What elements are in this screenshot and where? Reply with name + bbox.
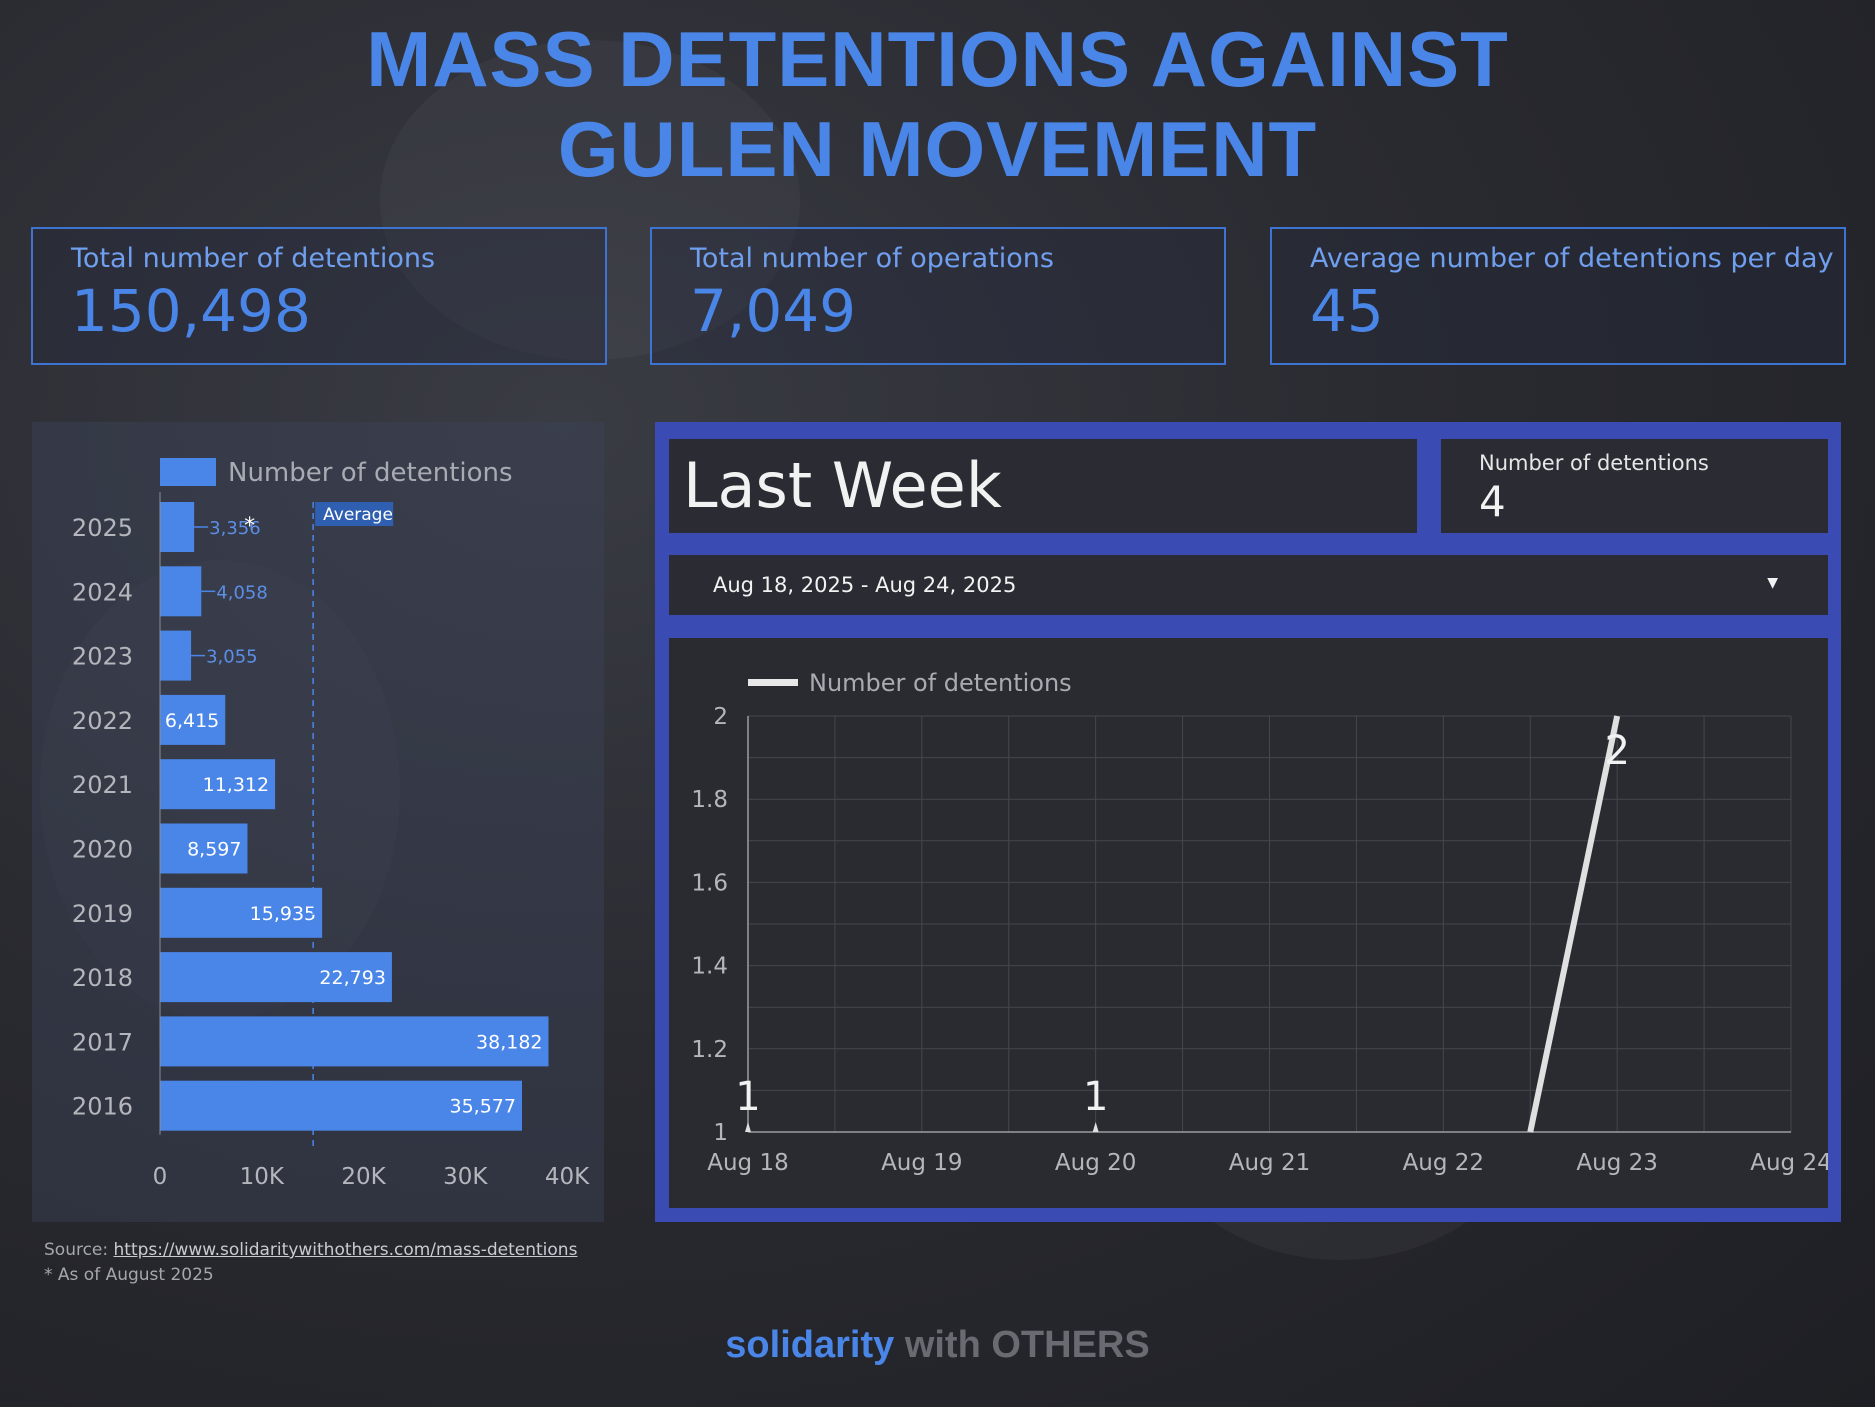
kpi-label: Total number of detentions (71, 243, 436, 274)
legend-label: Number of detentions (809, 669, 1072, 697)
source-label: Source: (44, 1240, 109, 1260)
data-point (1092, 1122, 1099, 1132)
y-tick-label: 1.6 (691, 870, 728, 896)
caret-down-icon: ▼ (1767, 575, 1778, 591)
source-link[interactable]: https://www.solidaritywithothers.com/mas… (113, 1240, 578, 1260)
bar-value-label: 38,182 (476, 1031, 542, 1053)
x-tick-label: Aug 19 (881, 1150, 963, 1176)
x-tick-label: 20K (341, 1164, 386, 1190)
average-label: Average (323, 505, 393, 525)
last-week-title-box: Last Week (669, 439, 1417, 533)
y-tick-label: 2 (713, 704, 728, 730)
brand-part1: solidarity (725, 1324, 895, 1366)
bar-value-label: 35,577 (450, 1096, 516, 1118)
footnote: * As of August 2025 (44, 1265, 214, 1285)
y-tick-label: 2016 (72, 1093, 133, 1121)
y-tick-label: 1.2 (691, 1037, 728, 1063)
bar-value-label: 3,055 (206, 647, 258, 668)
bar (160, 694, 226, 745)
data-label: 1 (735, 1074, 760, 1120)
last-week-kpi-value: 4 (1479, 477, 1506, 526)
x-tick-label: Aug 23 (1576, 1150, 1658, 1176)
data-label: 1 (1083, 1074, 1108, 1120)
bar-value-label: 22,793 (319, 967, 385, 989)
x-tick-label: 30K (443, 1164, 488, 1190)
legend-label: Number of detentions (228, 458, 513, 488)
bar-value-label: 15,935 (250, 903, 316, 925)
x-tick-label: Aug 24 (1750, 1150, 1828, 1176)
x-tick-label: Aug 22 (1403, 1150, 1485, 1176)
last-week-kpi: Number of detentions 4 (1441, 439, 1828, 533)
y-tick-label: 2018 (72, 964, 133, 992)
bar-value-label: 8,597 (187, 839, 241, 861)
kpi-card-total-detentions: Total number of detentions 150,498 (31, 227, 607, 365)
y-tick-label: 2024 (72, 578, 133, 606)
series-line (1527, 715, 1621, 1133)
bar-value-label: 6,415 (165, 710, 219, 732)
yearly-bar-chart-panel: Number of detentions 2025 3,356 * 2024 4,058 2… (32, 422, 604, 1222)
y-tick-label: 1.8 (691, 787, 728, 813)
brand-logo: solidarity with OTHERS (0, 1324, 1875, 1367)
y-tick-label: 2022 (72, 707, 133, 735)
y-tick-label: 2025 (72, 514, 133, 542)
bar-value-label: 3,356 (209, 518, 261, 539)
legend-swatch (160, 458, 216, 486)
date-range-text: Aug 18, 2025 - Aug 24, 2025 (713, 573, 1017, 597)
page-title-line1: MASS DETENTIONS AGAINST (366, 15, 1509, 103)
kpi-value: 45 (1310, 277, 1384, 345)
kpi-card-total-operations: Total number of operations 7,049 (650, 227, 1226, 365)
source-note: Source: https://www.solidaritywithothers… (44, 1238, 577, 1288)
bar (160, 823, 248, 874)
last-week-panel: Last Week Number of detentions 4 Aug 18,… (655, 422, 1841, 1222)
y-tick-label: 2017 (72, 1028, 133, 1056)
kpi-label: Average number of detentions per day (1310, 243, 1834, 274)
y-tick-label: 1 (713, 1120, 728, 1146)
x-tick-label: 40K (545, 1164, 590, 1190)
weekly-line-chart-panel: Number of detentions 2 1.8 1.6 1.4 1.2 1 Aug 18… (669, 638, 1832, 1208)
data-point (745, 1122, 751, 1132)
kpi-label: Total number of operations (690, 243, 1054, 274)
bar (160, 630, 192, 681)
y-tick-label: 2023 (72, 643, 133, 671)
bar (160, 566, 202, 617)
average-label-bg (315, 502, 394, 526)
page-title: MASS DETENTIONS AGAINST GULEN MOVEMENT (0, 14, 1875, 194)
footnote-mark: * (244, 514, 255, 539)
bar-value-label: 4,058 (216, 582, 268, 603)
brand-part2: with OTHERS (904, 1324, 1150, 1366)
y-tick-label: 2019 (72, 900, 133, 928)
bar (160, 952, 392, 1003)
page-title-line2: GULEN MOVEMENT (557, 105, 1318, 193)
bar-value-label: 11,312 (203, 774, 269, 796)
bar (160, 1080, 522, 1131)
bar (160, 1016, 549, 1067)
weekly-line-chart: Number of detentions 2 1.8 1.6 1.4 1.2 1 Aug 18… (691, 669, 1831, 1176)
x-tick-label: 0 (153, 1164, 168, 1190)
date-range-selector[interactable]: Aug 18, 2025 - Aug 24, 2025 ▼ (669, 555, 1828, 615)
last-week-kpi-label: Number of detentions (1479, 451, 1709, 475)
legend-swatch (748, 679, 798, 686)
bar (160, 759, 276, 810)
kpi-card-average-per-day: Average number of detentions per day 45 (1270, 227, 1846, 365)
background-shape (380, 40, 800, 360)
last-week-title: Last Week (683, 449, 1002, 522)
x-tick-label: Aug 20 (1055, 1150, 1137, 1176)
y-tick-label: 2020 (72, 836, 133, 864)
yearly-bar-chart: Number of detentions 2025 3,356* 2024 4,058 2… (72, 458, 590, 1190)
x-tick-label: 10K (240, 1164, 285, 1190)
kpi-value: 150,498 (71, 277, 311, 345)
x-tick-label: Aug 21 (1229, 1150, 1311, 1176)
data-label: 2 (1604, 728, 1629, 774)
kpi-value: 7,049 (690, 277, 857, 345)
bar (160, 502, 195, 552)
y-tick-label: 1.4 (691, 954, 728, 980)
x-tick-label: Aug 18 (707, 1150, 789, 1176)
y-tick-label: 2021 (72, 771, 133, 799)
bar (160, 887, 323, 938)
